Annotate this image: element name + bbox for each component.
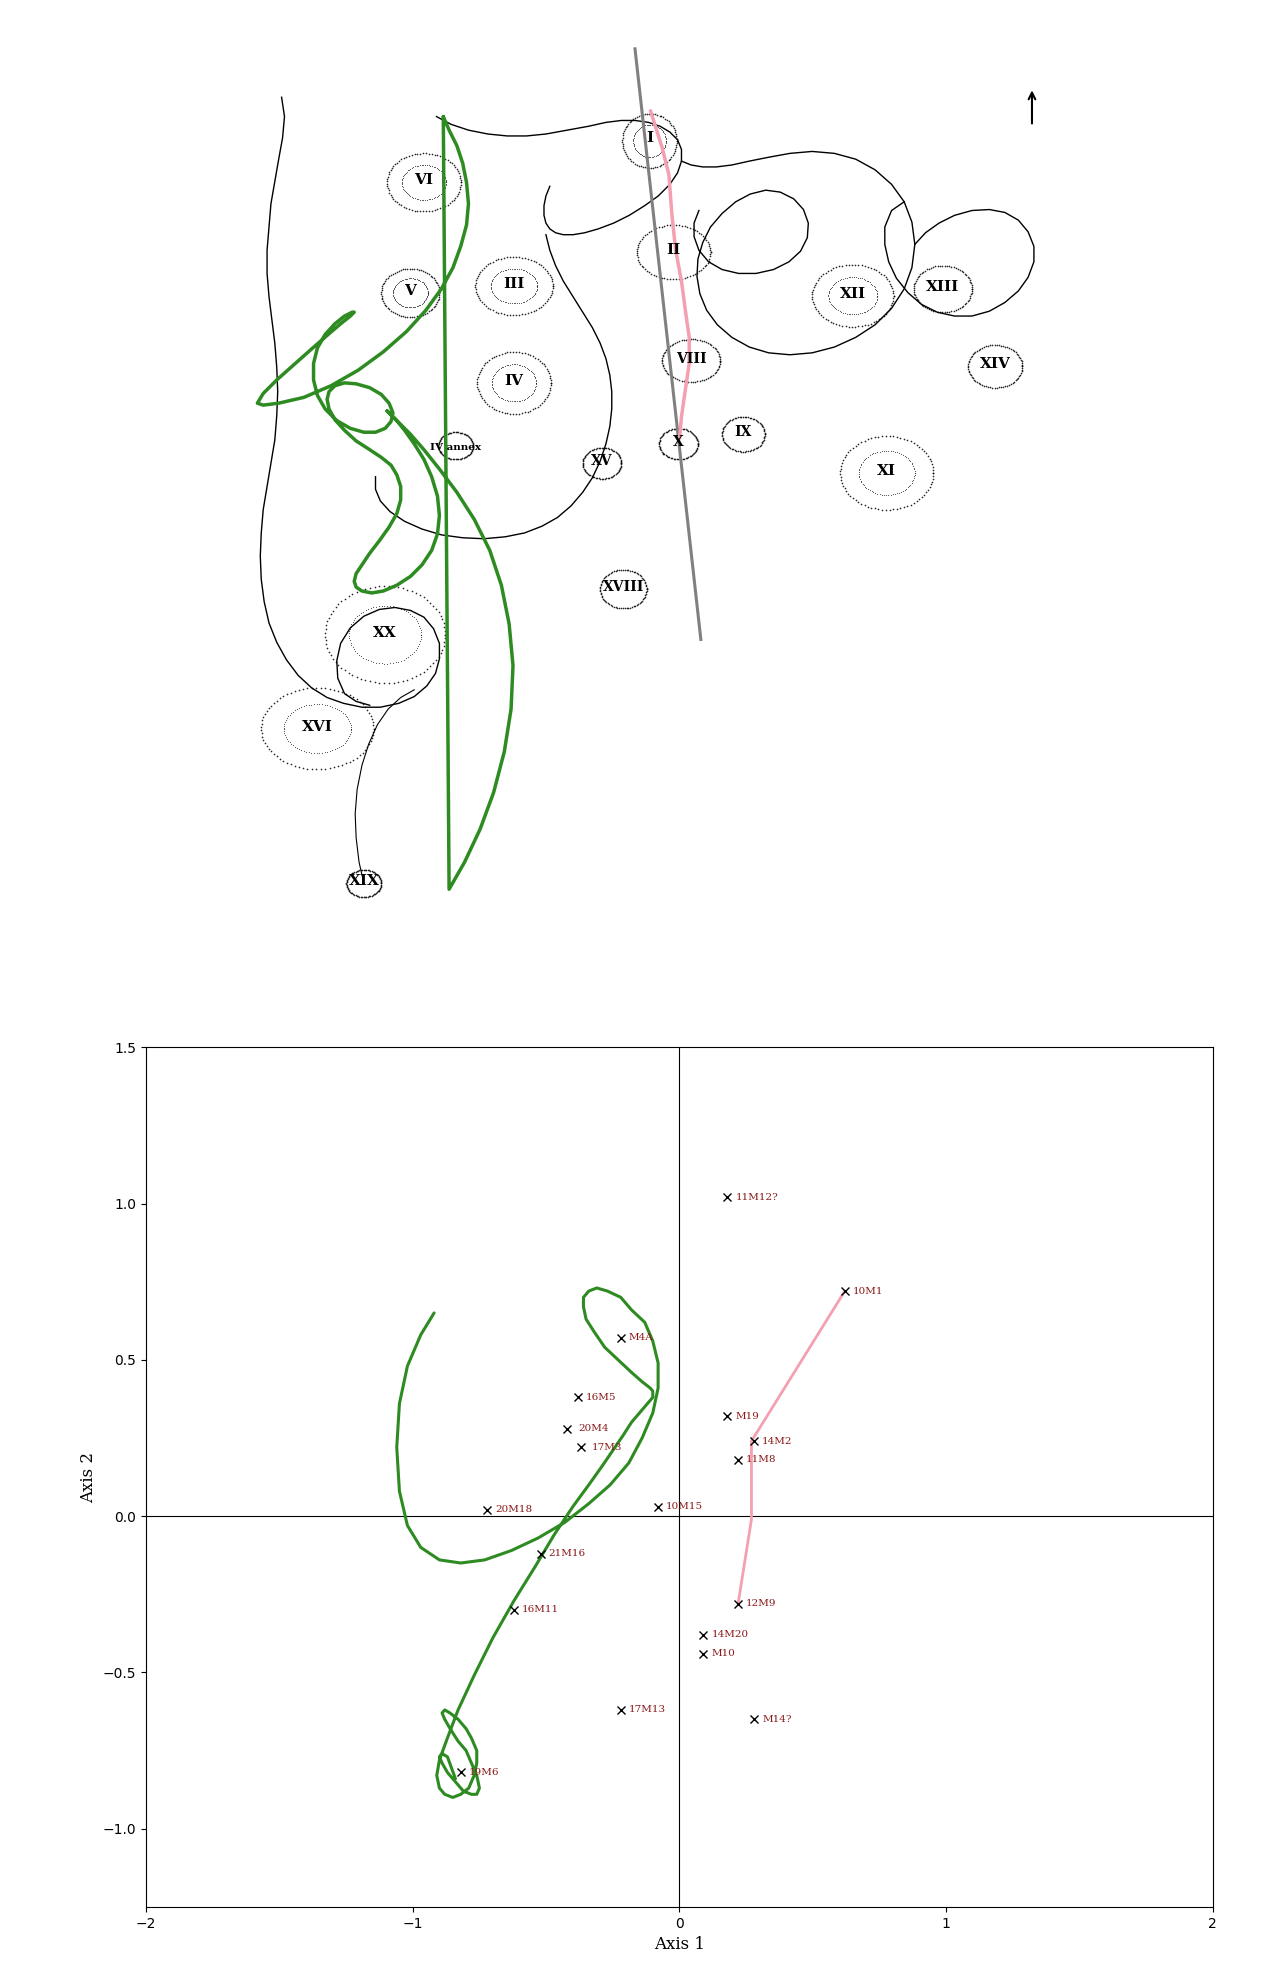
Text: 10M15: 10M15	[665, 1502, 704, 1512]
Text: X: X	[673, 435, 685, 449]
Text: M14?: M14?	[762, 1715, 791, 1723]
Text: 10M1: 10M1	[853, 1286, 884, 1296]
Text: XVIII: XVIII	[603, 581, 644, 595]
Text: 20M4: 20M4	[578, 1425, 608, 1433]
Text: XIII: XIII	[926, 281, 960, 294]
Text: 17M3: 17M3	[592, 1442, 622, 1452]
Text: IV: IV	[504, 373, 523, 387]
Text: 19M6: 19M6	[469, 1769, 499, 1776]
Text: 16M5: 16M5	[587, 1393, 617, 1401]
Text: XV: XV	[592, 454, 613, 468]
Text: I: I	[646, 130, 653, 144]
Text: XI: XI	[878, 464, 897, 478]
Text: III: III	[503, 277, 525, 290]
Text: 11M12?: 11M12?	[735, 1194, 779, 1201]
Text: XII: XII	[839, 287, 866, 300]
Text: M4A: M4A	[629, 1334, 654, 1342]
Text: 21M16: 21M16	[549, 1549, 585, 1559]
Text: 11M8: 11M8	[747, 1456, 777, 1464]
Text: IV annex: IV annex	[431, 443, 481, 453]
Text: VIII: VIII	[676, 352, 706, 366]
Text: V: V	[404, 285, 417, 298]
Text: IX: IX	[735, 425, 752, 439]
Text: XVI: XVI	[302, 719, 333, 733]
Text: XIX: XIX	[348, 875, 380, 889]
Text: M19: M19	[735, 1411, 759, 1421]
Text: XX: XX	[373, 626, 398, 640]
Text: VI: VI	[414, 174, 433, 188]
Y-axis label: Axis 2: Axis 2	[80, 1452, 97, 1502]
Text: II: II	[667, 243, 681, 257]
Text: M10: M10	[711, 1650, 735, 1658]
Text: 12M9: 12M9	[747, 1599, 777, 1608]
Text: 16M11: 16M11	[522, 1605, 559, 1614]
Text: 14M20: 14M20	[711, 1630, 748, 1640]
Text: 17M13: 17M13	[629, 1705, 665, 1715]
Text: 14M2: 14M2	[762, 1437, 792, 1446]
Text: 20M18: 20M18	[495, 1506, 532, 1514]
X-axis label: Axis 1: Axis 1	[654, 1936, 705, 1952]
Text: XIV: XIV	[979, 358, 1011, 371]
